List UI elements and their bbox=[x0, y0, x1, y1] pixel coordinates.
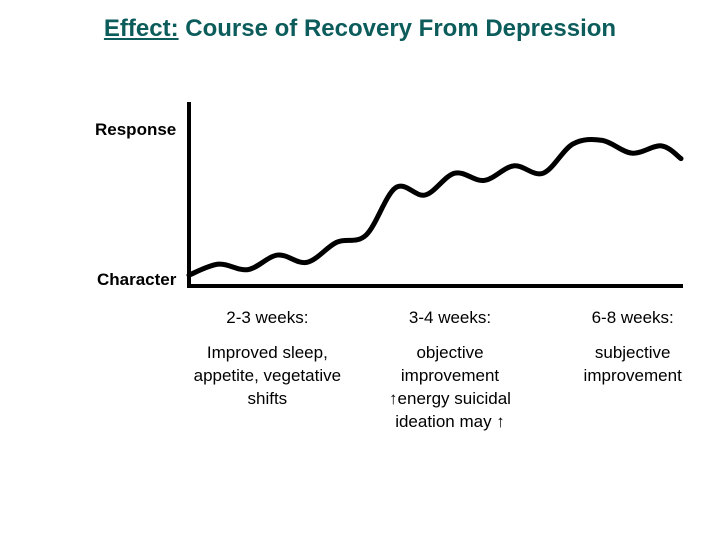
col-body: objective improvement ↑energy suicidal i… bbox=[373, 342, 528, 434]
timeline-columns: 2-3 weeks: Improved sleep, appetite, veg… bbox=[190, 308, 710, 434]
col-header: 6-8 weeks: bbox=[555, 308, 710, 328]
chart-svg bbox=[185, 100, 685, 290]
timeline-col-2: 3-4 weeks: objective improvement ↑energy… bbox=[373, 308, 528, 434]
title-prefix: Effect: bbox=[104, 15, 179, 42]
col-body: subjective improvement bbox=[555, 342, 710, 388]
timeline-col-1: 2-3 weeks: Improved sleep, appetite, veg… bbox=[190, 308, 345, 434]
slide-title: Effect: Course of Recovery From Depressi… bbox=[0, 14, 720, 44]
timeline-col-3: 6-8 weeks: subjective improvement bbox=[555, 308, 710, 434]
title-rest: Course of Recovery From Depression bbox=[179, 15, 616, 42]
col-header: 2-3 weeks: bbox=[190, 308, 345, 328]
line-chart bbox=[185, 100, 685, 290]
col-body: Improved sleep, appetite, vegetative shi… bbox=[190, 342, 345, 411]
col-header: 3-4 weeks: bbox=[373, 308, 528, 328]
slide: Effect: Course of Recovery From Depressi… bbox=[0, 0, 720, 540]
